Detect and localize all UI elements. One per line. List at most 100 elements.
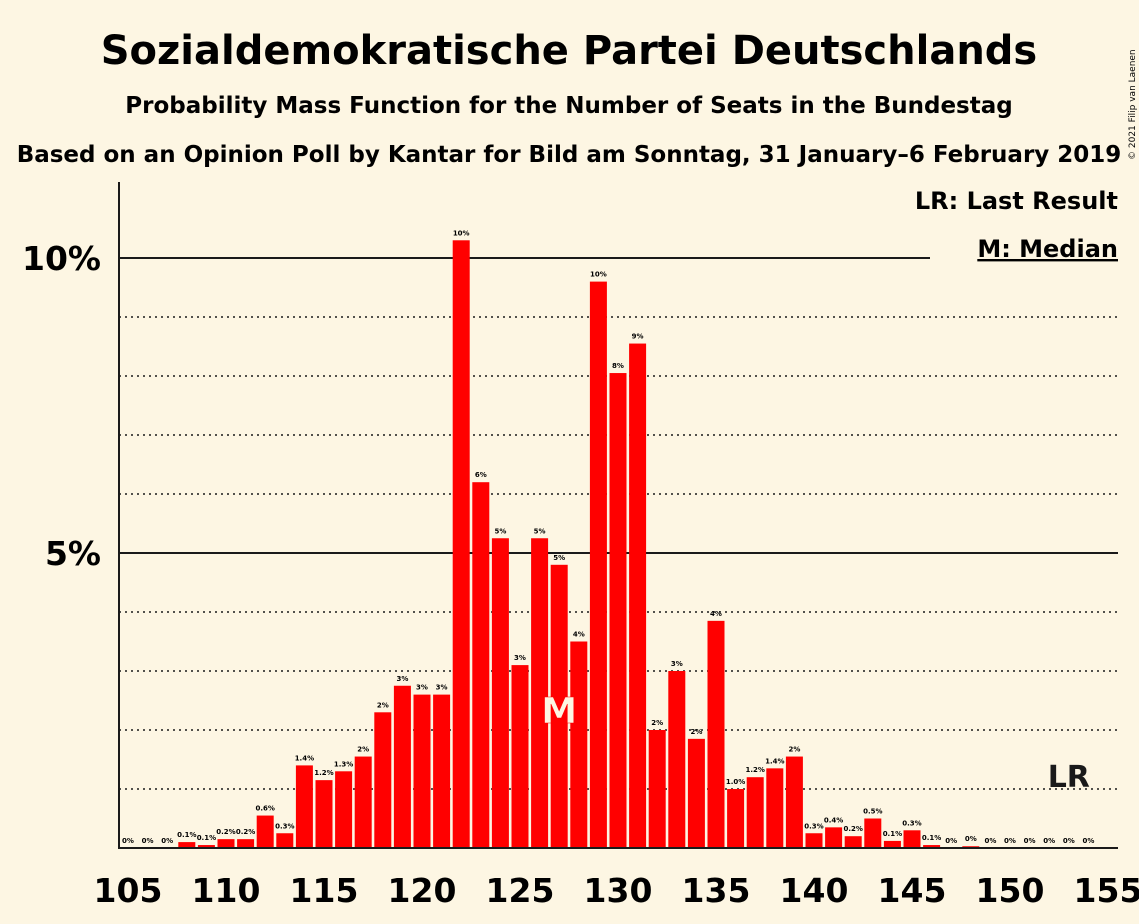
bar-label-seat-117: 2% [357, 746, 369, 754]
x-tick-label: 145 [878, 871, 947, 910]
bar-label-seat-140: 0.3% [804, 822, 823, 830]
bar-label-seat-116: 1.3% [334, 760, 353, 768]
bar-seat-111 [237, 839, 255, 848]
bar-label-seat-147: 0% [945, 837, 957, 845]
bar-label-seat-122: 10% [453, 229, 470, 237]
x-axis-ticks: 105 110 115 120 125 130 135 140 145 150 155 [94, 871, 1139, 910]
bar-label-seat-136: 1.0% [726, 778, 745, 786]
bar-seat-146 [923, 845, 941, 848]
bar-labels: 0% 0% 0%0.1% 0.1%0.2% 0.2%0.6%0.3%1.4%1.2%1.… [122, 229, 1094, 845]
bar-label-seat-115: 1.2% [314, 769, 333, 777]
bar-seat-112 [256, 815, 274, 848]
bar-label-seat-141: 0.4% [824, 816, 843, 824]
x-tick-label: 150 [976, 871, 1045, 910]
copyright-notice: © 2021 Filip van Laenen [1128, 49, 1138, 160]
legend-last-result: LR: Last Result [915, 187, 1118, 215]
bar-label-seat-134: 2% [690, 728, 702, 736]
bar-label-seat-109: 0.1% [197, 834, 216, 842]
x-tick-label: 125 [486, 871, 555, 910]
bar-label-seat-114: 1.4% [295, 754, 314, 762]
x-tick-label: 155 [1074, 871, 1139, 910]
bar-seat-137 [746, 777, 764, 848]
bar-seat-124 [491, 538, 509, 848]
bar-label-seat-152: 0% [1043, 837, 1055, 845]
bar-seat-142 [844, 836, 862, 848]
bar-seat-122 [452, 240, 470, 849]
bar-label-seat-149: 0% [984, 837, 996, 845]
bar-seat-129 [589, 281, 607, 849]
bar-seat-134 [687, 738, 705, 848]
x-tick-label: 105 [94, 871, 163, 910]
bar-label-seat-125: 3% [514, 654, 526, 662]
bar-label-seat-154: 0% [1082, 837, 1094, 845]
bar-label-seat-133: 3% [671, 660, 683, 668]
bar-seat-140 [805, 833, 823, 848]
chart-subtitle: Probability Mass Function for the Number… [125, 93, 1012, 119]
legend-median: M: Median [977, 235, 1118, 263]
bar-seat-125 [511, 665, 529, 848]
x-tick-label: 140 [780, 871, 849, 910]
bar-seat-113 [276, 833, 294, 848]
bar-label-seat-150: 0% [1004, 837, 1016, 845]
bar-seat-121 [433, 694, 451, 848]
bar-label-seat-112: 0.6% [255, 805, 274, 813]
bar-seat-126 [531, 538, 549, 848]
bar-label-seat-145: 0.3% [902, 819, 921, 827]
x-tick-label: 130 [584, 871, 653, 910]
x-tick-label: 110 [192, 871, 261, 910]
bar-label-seat-119: 3% [396, 675, 408, 683]
bar-seat-110 [217, 839, 235, 848]
bars [178, 240, 980, 849]
bar-seat-118 [374, 712, 392, 848]
bar-seat-132 [648, 730, 666, 848]
bar-seat-128 [570, 641, 588, 848]
bar-seat-141 [825, 827, 843, 848]
bar-label-seat-121: 3% [436, 684, 448, 692]
chart-subtitle-source: Based on an Opinion Poll by Kantar for B… [17, 142, 1122, 168]
bar-label-seat-153: 0% [1063, 837, 1075, 845]
x-tick-label: 115 [290, 871, 359, 910]
bar-label-seat-118: 2% [377, 701, 389, 709]
bar-seat-139 [785, 756, 803, 848]
bar-seat-127 [550, 564, 568, 848]
bar-seat-143 [864, 818, 882, 848]
bar-label-seat-110: 0.2% [216, 828, 235, 836]
bar-label-seat-108: 0.1% [177, 831, 196, 839]
last-result-marker: LR [1048, 760, 1090, 795]
chart-title: Sozialdemokratische Partei Deutschlands [101, 28, 1038, 74]
bar-label-seat-126: 5% [534, 527, 546, 535]
bar-label-seat-143: 0.5% [863, 808, 882, 816]
bar-label-seat-137: 1.2% [745, 766, 764, 774]
bar-label-seat-142: 0.2% [843, 825, 862, 833]
x-tick-label: 135 [682, 871, 751, 910]
bar-label-seat-151: 0% [1024, 837, 1036, 845]
bar-label-seat-124: 5% [494, 527, 506, 535]
bar-label-seat-131: 9% [632, 333, 644, 341]
bar-label-seat-111: 0.2% [236, 828, 255, 836]
bar-seat-145 [903, 830, 921, 848]
legend-background [930, 183, 1120, 267]
bar-label-seat-144: 0.1% [883, 830, 902, 838]
bar-label-seat-123: 6% [475, 471, 487, 479]
bar-seat-115 [315, 780, 333, 848]
x-tick-label: 120 [388, 871, 457, 910]
bar-label-seat-113: 0.3% [275, 822, 294, 830]
bar-label-seat-127: 5% [553, 554, 565, 562]
bar-label-seat-135: 4% [710, 610, 722, 618]
bar-seat-131 [629, 343, 647, 848]
bar-label-seat-105: 0% [122, 837, 134, 845]
bar-seat-109 [197, 845, 215, 848]
bar-label-seat-148: 0% [965, 835, 977, 843]
bar-label-seat-138: 1.4% [765, 757, 784, 765]
bar-seat-116 [335, 771, 353, 848]
bar-seat-119 [393, 685, 411, 848]
bar-label-seat-139: 2% [788, 746, 800, 754]
bar-seat-123 [472, 482, 490, 848]
bar-label-seat-128: 4% [573, 631, 585, 639]
bar-label-seat-130: 8% [612, 362, 624, 370]
bar-label-seat-120: 3% [416, 684, 428, 692]
bar-seat-133 [668, 671, 686, 848]
bar-seat-135 [707, 620, 725, 848]
bar-label-seat-107: 0% [161, 837, 173, 845]
